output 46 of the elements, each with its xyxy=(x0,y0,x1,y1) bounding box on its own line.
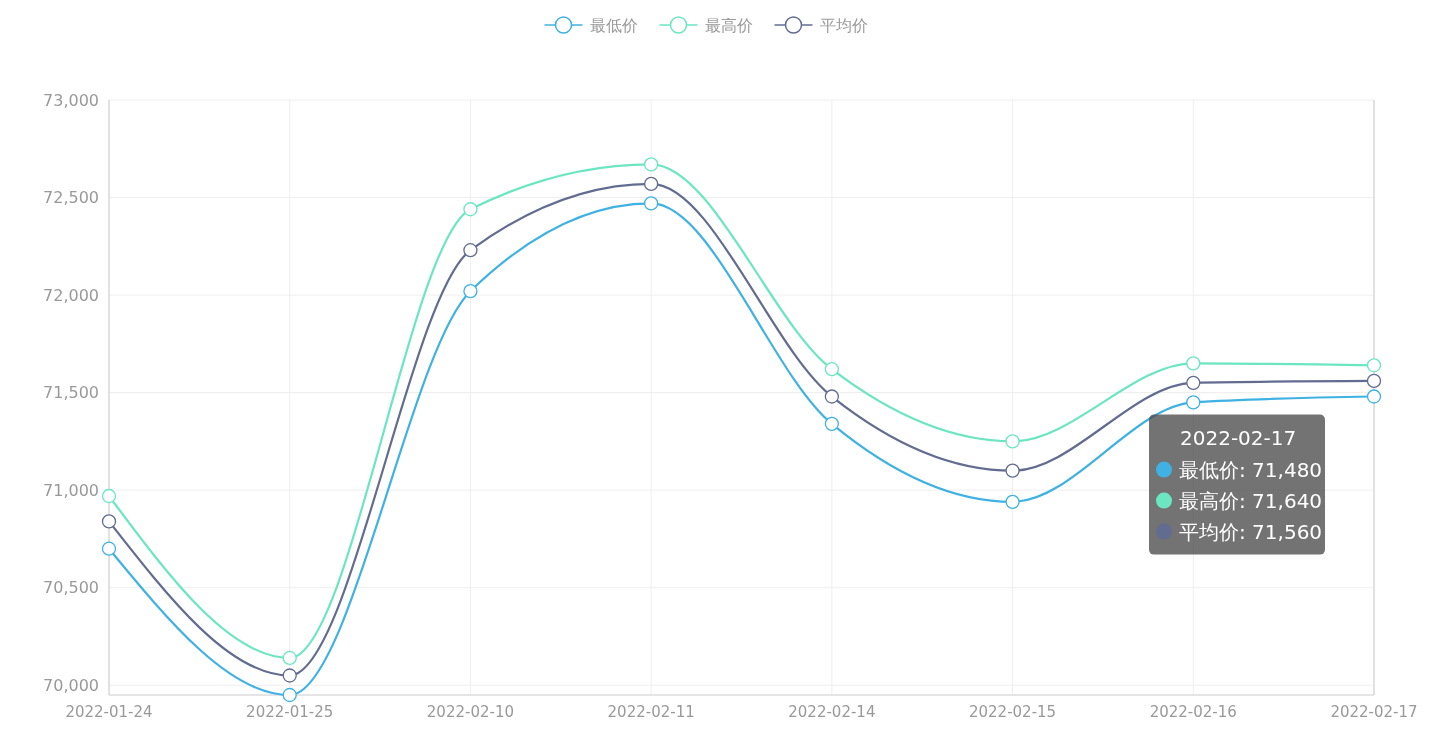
point xyxy=(1186,356,1201,371)
point xyxy=(463,243,478,258)
legend-label: 最高价 xyxy=(704,15,753,35)
x-tick-label: 2022-02-15 xyxy=(968,703,1057,721)
point xyxy=(463,202,478,217)
x-tick-label: 2022-01-24 xyxy=(65,703,153,721)
y-tick-label: 73,000 xyxy=(43,90,99,110)
point xyxy=(1005,494,1020,510)
x-tick-label: 2022-02-16 xyxy=(1149,703,1237,721)
point xyxy=(1366,389,1382,404)
annotation: 2022-02-17 xyxy=(1180,425,1297,450)
point xyxy=(101,514,117,529)
point xyxy=(463,284,478,299)
point xyxy=(643,157,659,172)
point xyxy=(824,416,840,431)
y-tick-label: 71,000 xyxy=(43,480,99,500)
point xyxy=(643,196,659,211)
point xyxy=(1186,375,1201,391)
point xyxy=(643,176,659,192)
point xyxy=(101,541,117,556)
y-tick-label: 72,000 xyxy=(43,285,99,305)
point xyxy=(1366,373,1382,389)
legend-label: 平均价 xyxy=(819,15,868,35)
legend-label: 最低价 xyxy=(589,15,638,35)
point xyxy=(824,362,840,377)
point xyxy=(1005,463,1020,478)
point xyxy=(282,668,297,683)
y-tick-label: 72,500 xyxy=(43,188,99,208)
x-tick-label: 2022-02-11 xyxy=(607,703,695,721)
y-tick-label: 70,000 xyxy=(43,675,99,695)
point xyxy=(1005,434,1020,449)
y-tick-label: 71,500 xyxy=(43,383,99,403)
point xyxy=(101,488,117,504)
point xyxy=(282,650,297,666)
point xyxy=(1186,395,1201,410)
x-tick-label: 2022-02-10 xyxy=(426,703,515,721)
x-tick-label: 2022-02-17 xyxy=(1330,703,1418,721)
y-tick-label: 70,500 xyxy=(43,578,99,598)
annotation: 最高价: 71,640 xyxy=(1179,488,1323,513)
annotation: 平均价: 71,560 xyxy=(1179,519,1323,544)
annotation: 最低价: 71,480 xyxy=(1179,457,1323,482)
x-tick-label: 2022-01-25 xyxy=(246,703,334,721)
point xyxy=(282,687,297,703)
x-tick-label: 2022-02-14 xyxy=(788,703,876,721)
point xyxy=(824,389,840,404)
point xyxy=(1366,358,1382,373)
